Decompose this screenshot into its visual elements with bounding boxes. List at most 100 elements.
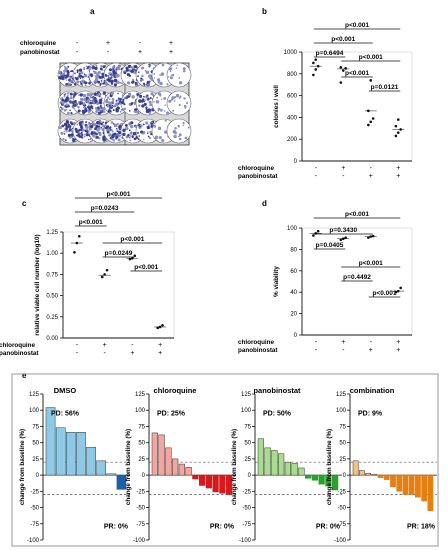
data-point [394,290,398,294]
colony-mark [171,73,175,77]
data-point [396,131,400,134]
p-value-label: p<0.001 [331,36,355,43]
colony-mark [142,123,145,126]
waterfall-bar [219,474,226,494]
y-tick-label: 125 [135,392,146,398]
colony-mark [146,71,149,74]
colony-mark [123,107,127,111]
colony-mark [131,95,135,99]
y-axis-label: change from baseline (%) [125,429,132,505]
colony-mark [64,93,67,95]
pd-label: PD: 56% [51,410,80,417]
row-label-panobinostat: panobinostat [238,347,278,354]
colony-mark [160,72,165,76]
row-label-chloroquine: chloroquine [238,165,275,172]
colony-mark [81,134,84,136]
colony-mark [166,111,170,115]
colony-mark [111,122,113,124]
p-value-label: p=0.6494 [316,50,344,57]
y-tick-label: 125 [29,392,40,398]
colony-mark [83,135,86,138]
colony-mark [178,81,183,85]
colony-mark [182,124,185,127]
colony-mark [68,127,71,129]
colony-mark [63,65,66,68]
colony-mark [107,109,112,113]
panobinostat-sign: - [76,350,79,357]
p-value-label: p<0.001 [134,264,158,271]
colony-mark [97,111,102,115]
colony-mark [175,67,178,69]
colony-mark [115,107,119,111]
colony-mark [63,95,66,98]
waterfall-bar [332,474,339,491]
colony-mark [77,109,81,113]
colony-mark [58,126,62,130]
colony-mark [150,133,153,136]
y-tick-label: 25 [138,457,145,463]
p-value-label: p<0.001 [359,260,383,267]
y-tick-label: -100 [334,538,347,544]
colony-mark [77,133,80,136]
colony-mark [146,131,149,133]
colony-mark [85,121,88,124]
colony-mark [140,77,143,80]
colony-mark [77,94,80,96]
colony-mark [132,67,135,70]
waterfall-bar [106,473,117,476]
waterfall-bar [96,460,106,476]
colony-mark [74,127,78,131]
colony-mark [147,132,149,135]
y-tick-label: 0 [142,473,146,479]
plate-row-label: chloroquine [20,40,57,47]
colony-mark [115,102,119,106]
colony-mark [138,125,142,130]
colony-mark [99,104,102,108]
p-value-label: p=0.4492 [343,274,371,281]
panobinostat-sign: - [103,350,106,357]
colony-mark [100,80,103,82]
panobinostat-sign: - [315,347,318,354]
colony-mark [173,100,176,102]
colony-mark [74,99,77,102]
colony-mark [77,106,80,109]
y-tick-label: 20 [290,312,297,318]
data-point [369,120,373,124]
data-point [312,234,315,237]
data-point [100,275,104,279]
colony-mark [138,99,142,103]
waterfall-bar [86,446,96,476]
colony-mark [70,75,72,78]
y-tick-label: 125 [336,392,347,398]
colony-mark [81,84,83,86]
waterfall-bar [396,474,403,492]
data-point [131,256,134,260]
panel-label-b: b [262,7,267,16]
pd-label: PD: 50% [263,410,292,417]
p-value-label: p=0.3430 [329,227,357,234]
colony-mark [182,67,186,71]
colony-mark [115,70,118,73]
colony-mark [68,105,70,108]
colony-mark [91,102,94,104]
colony-mark [117,138,121,142]
colony-mark [119,128,121,131]
y-tick-label: 600 [287,94,298,100]
colony-mark [84,74,88,78]
y-tick-label: 400 [287,115,298,121]
row-label-panobinostat: panobinostat [0,350,39,357]
colony-mark [148,74,152,78]
colony-mark [141,132,143,135]
colony-mark [141,66,144,70]
colony-mark [126,95,130,98]
row-label-panobinostat: panobinostat [238,173,278,180]
chloroquine-sign: - [370,339,373,346]
data-point [161,323,164,327]
data-point [396,118,400,121]
colony-mark [146,94,149,97]
waterfall-bar [427,474,434,512]
colony-mark [76,80,80,84]
p-value-label: p=0.0243 [91,205,119,212]
data-point [341,69,345,72]
data-point [73,251,76,254]
